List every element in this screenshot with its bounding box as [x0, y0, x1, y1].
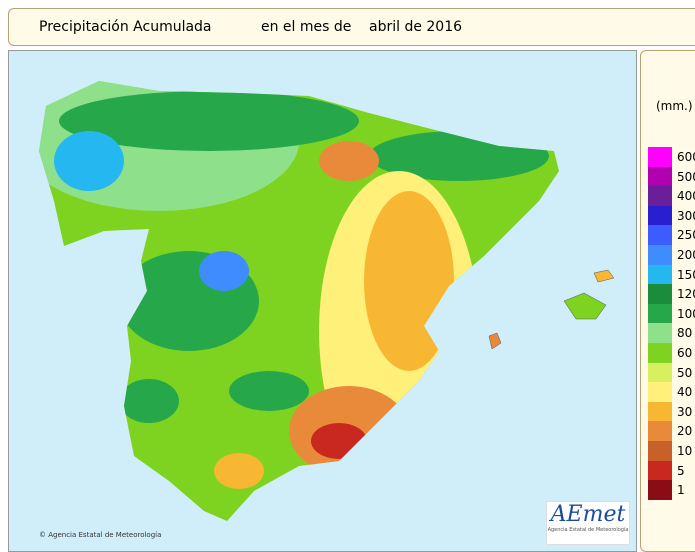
- period: abril de 2016: [369, 19, 463, 35]
- legend-item: 80: [648, 323, 695, 343]
- legend-swatch: [648, 205, 672, 226]
- legend-swatch: [648, 480, 672, 500]
- legend-item: 10: [648, 441, 695, 461]
- legend-item: 600: [648, 147, 695, 167]
- legend-swatch: [648, 147, 672, 167]
- legend-swatch: [648, 401, 672, 422]
- legend-swatch: [648, 421, 672, 441]
- legend-label: 500: [677, 169, 695, 184]
- legend-swatch: [648, 245, 672, 265]
- legend: (mm.) 6005004003002502001501201008060504…: [640, 50, 695, 552]
- legend-item: 20: [648, 421, 695, 441]
- legend-swatch: [648, 303, 672, 324]
- legend-item: 50: [648, 362, 695, 383]
- legend-label: 300: [677, 208, 695, 223]
- legend-item: 200: [648, 245, 695, 265]
- map-panel: © Agencia Estatal de Meteorología AEmet …: [8, 50, 637, 552]
- legend-label: 10: [677, 444, 693, 458]
- legend-label: 200: [677, 248, 695, 262]
- legend-item: 60: [648, 343, 695, 363]
- legend-item: 150: [648, 264, 695, 285]
- legend-item: 400: [648, 186, 695, 206]
- legend-label: 120: [677, 287, 695, 302]
- copyright: © Agencia Estatal de Meteorología: [39, 531, 162, 539]
- legend-unit: (mm.): [656, 99, 693, 113]
- legend-swatch: [648, 441, 672, 461]
- legend-label: 40: [677, 385, 693, 400]
- legend-label: 250: [677, 228, 695, 243]
- legend-label: 600: [677, 150, 695, 164]
- logo-name: AEmet: [550, 502, 626, 527]
- legend-item: 30: [648, 401, 695, 422]
- legend-swatch: [648, 284, 672, 304]
- legend-label: 150: [677, 267, 695, 282]
- legend-swatch: [648, 166, 672, 187]
- legend-item: 500: [648, 166, 695, 187]
- legend-item: 1: [648, 480, 695, 500]
- map: [39, 81, 615, 521]
- legend-label: 50: [677, 365, 693, 380]
- legend-label: 1: [677, 483, 685, 498]
- title: Precipitación Acumulada: [39, 19, 212, 35]
- island: [593, 269, 615, 283]
- header: Precipitación Acumulada en el mes de abr…: [8, 8, 695, 46]
- legend-item: 300: [648, 205, 695, 226]
- island: [563, 292, 607, 320]
- legend-label: 30: [677, 404, 693, 419]
- legend-label: 100: [677, 306, 695, 321]
- legend-item: 120: [648, 284, 695, 304]
- legend-swatch: [648, 343, 672, 363]
- period-prefix: en el mes de: [261, 19, 352, 35]
- legend-swatch: [648, 460, 672, 481]
- legend-item: 5: [648, 460, 695, 481]
- legend-label: 80: [677, 326, 693, 341]
- legend-item: 40: [648, 382, 695, 402]
- legend-swatch: [648, 264, 672, 285]
- logo-subtitle: Agencia Estatal de Meteorología: [547, 527, 629, 533]
- legend-item: 100: [648, 303, 695, 324]
- logo: AEmet Agencia Estatal de Meteorología: [546, 501, 630, 545]
- legend-label: 20: [677, 424, 693, 439]
- legend-label: 400: [677, 189, 695, 204]
- legend-swatch: [648, 323, 672, 343]
- legend-swatch: [648, 225, 672, 245]
- legend-label: 60: [677, 346, 693, 360]
- legend-label: 5: [677, 463, 685, 478]
- precipitation-field: [39, 81, 559, 521]
- island: [488, 332, 502, 350]
- legend-swatch: [648, 362, 672, 383]
- legend-swatch: [648, 382, 672, 402]
- legend-swatch: [648, 186, 672, 206]
- legend-item: 250: [648, 225, 695, 245]
